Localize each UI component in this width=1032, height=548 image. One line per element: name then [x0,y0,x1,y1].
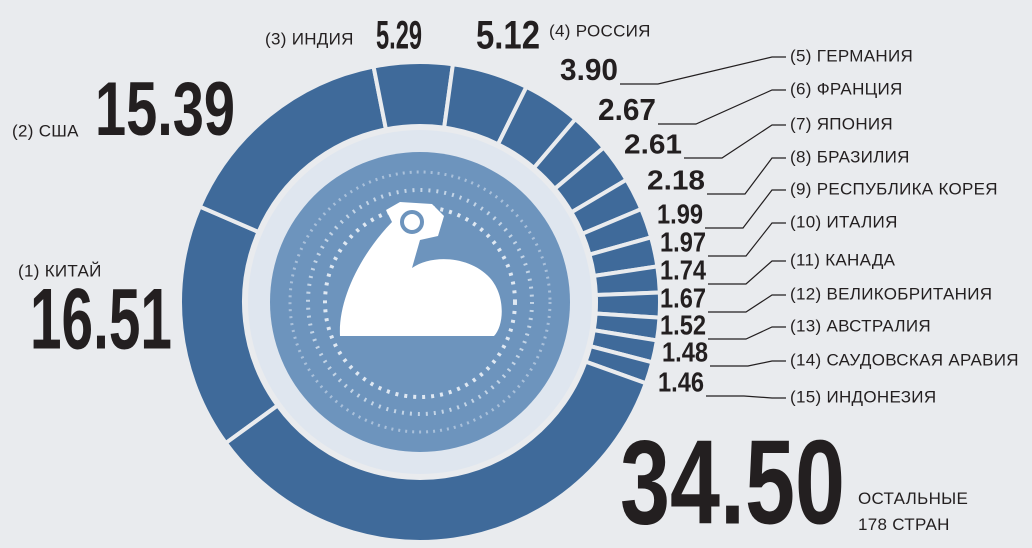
category-label: (4) РОССИЯ [549,21,651,40]
leader-line [708,294,786,313]
category-label: (3) ИНДИЯ [265,29,354,48]
category-label: (2) США [12,121,79,140]
donut-segment [223,359,649,544]
leader-line [708,260,786,285]
dot-ring [323,205,517,399]
category-label: (9) РЕСПУБЛИКА КОРЕЯ [790,179,998,198]
category-label: (7) ЯПОНИЯ [790,114,893,133]
category-label: (6) ФРАНЦИЯ [790,79,903,98]
value-label: 1.46 [658,366,704,397]
category-label: (11) КАНАДА [790,250,896,269]
leader-line [710,360,786,367]
value-label: 1.48 [662,336,708,367]
value-label: 16.51 [30,272,172,368]
leader-line [658,89,786,125]
value-label: 2.61 [624,128,682,159]
category-label: (1) КИТАЙ [18,261,102,280]
value-label: 1.52 [660,309,706,340]
category-label: (12) ВЕЛИКОБРИТАНИЯ [790,284,992,303]
value-label: 5.12 [476,14,540,58]
value-label: 34.50 [620,416,845,548]
value-label: 1.97 [660,226,706,257]
value-label: 1.74 [660,254,706,285]
dot-ring [288,170,552,434]
value-label: 3.90 [560,52,618,87]
leader-line [708,222,786,257]
value-label: 2.18 [647,164,705,195]
leader-line [620,56,786,85]
value-label: 15.39 [95,67,235,152]
category-label: (13) АВСТРАЛИЯ [790,316,931,335]
value-label: 2.67 [598,92,656,127]
value-label: 1.67 [660,282,706,313]
leader-line [707,157,786,195]
category-label: ОСТАЛЬНЫЕ 178 СТРАН [858,489,968,534]
category-label: (10) ИТАЛИЯ [790,212,898,231]
category-label: (14) САУДОВСКАЯ АРАВИЯ [790,350,1019,369]
value-label: 1.99 [657,198,703,229]
category-label: (15) ИНДОНЕЗИЯ [790,387,936,406]
leader-line [684,124,786,159]
category-label: (5) ГЕРМАНИЯ [790,46,913,65]
dot-ring [306,188,534,416]
value-label: 5.29 [376,14,422,58]
category-label: (8) БРАЗИЛИЯ [790,147,910,166]
donut-segment [371,60,456,132]
leader-line [705,189,786,229]
leader-line [706,395,786,399]
leader-line [708,326,786,340]
arm-icon [339,202,502,336]
